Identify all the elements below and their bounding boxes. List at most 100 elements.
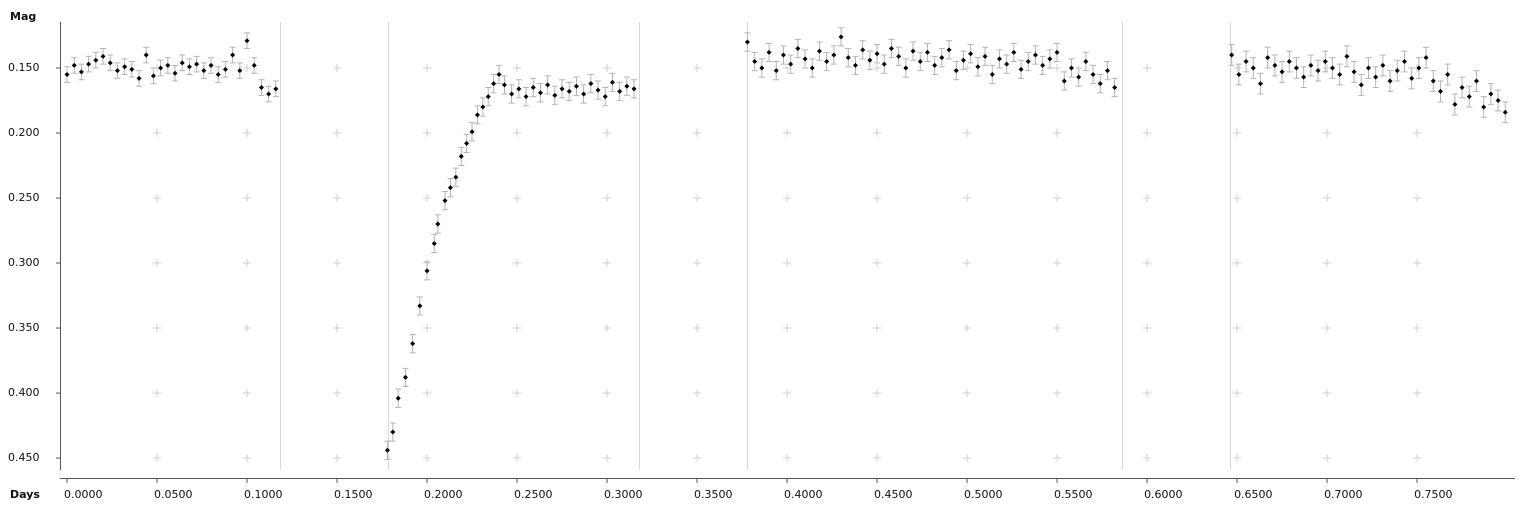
data-point (136, 75, 142, 81)
x-tick-label: 0.7500 (1414, 488, 1453, 501)
data-point (588, 81, 594, 87)
data-point (1272, 62, 1278, 68)
grid-cross (333, 389, 342, 398)
data-point (537, 90, 543, 96)
data-point (903, 65, 909, 71)
grid-cross (513, 259, 522, 268)
grid-cross (1323, 259, 1332, 268)
grid-cross (423, 64, 432, 73)
data-point (395, 395, 401, 401)
x-tick-label: 0.3500 (694, 488, 733, 501)
grid-cross (333, 64, 342, 73)
data-point (410, 341, 416, 347)
data-point (201, 68, 207, 74)
x-tick-label: 0.0500 (154, 488, 193, 501)
grid-cross (873, 454, 882, 463)
data-point (896, 53, 902, 59)
data-point (831, 52, 837, 58)
data-point (631, 86, 637, 92)
grid-cross (243, 129, 252, 138)
data-point (485, 94, 491, 100)
grid-cross (1323, 389, 1332, 398)
data-point (1373, 74, 1379, 80)
grid-cross (783, 324, 792, 333)
data-point (266, 91, 272, 97)
data-point (402, 374, 408, 380)
data-point (1025, 59, 1031, 65)
data-point (932, 62, 938, 68)
y-tick-label: 0.300 (8, 256, 40, 269)
data-point (1068, 65, 1074, 71)
grid-cross (873, 129, 882, 138)
grid-cross (873, 324, 882, 333)
data-point (867, 57, 873, 63)
data-point (1380, 62, 1386, 68)
grid-cross (963, 389, 972, 398)
data-point (251, 62, 257, 68)
data-point (1358, 82, 1364, 88)
data-point (424, 268, 430, 274)
x-tick-label: 0.4500 (874, 488, 913, 501)
data-point (802, 56, 808, 62)
grid-cross (423, 454, 432, 463)
data-point (1061, 78, 1067, 84)
grid-cross (423, 129, 432, 138)
data-point (1265, 55, 1271, 61)
grid-cross (873, 389, 882, 398)
data-point (114, 68, 120, 74)
data-point (215, 72, 221, 78)
grid-cross (783, 454, 792, 463)
data-point (975, 64, 981, 70)
data-point (1236, 72, 1242, 78)
data-point (86, 61, 92, 67)
x-tick-label: 0.7000 (1324, 488, 1363, 501)
grid-cross (1323, 454, 1332, 463)
data-point (809, 65, 815, 71)
data-point (1473, 78, 1479, 84)
grid-cross (873, 259, 882, 268)
y-tick-label: 0.450 (8, 451, 40, 464)
grid-cross (1233, 259, 1242, 268)
grid-cross (1143, 259, 1152, 268)
grid-cross (963, 129, 972, 138)
grid-cross (603, 389, 612, 398)
data-point (1308, 62, 1314, 68)
data-point (624, 83, 630, 89)
data-point (752, 59, 758, 65)
grid-cross (693, 64, 702, 73)
data-point (552, 92, 558, 98)
data-point (939, 55, 945, 61)
grid-cross (1413, 324, 1422, 333)
data-point (93, 57, 99, 63)
grid-cross (243, 454, 252, 463)
grid-cross (1413, 259, 1422, 268)
data-point (982, 53, 988, 59)
data-point (1502, 109, 1508, 115)
grid-cross (1233, 389, 1242, 398)
x-tick-label: 0.5000 (964, 488, 1003, 501)
data-point (874, 51, 880, 57)
grid-cross (1233, 64, 1242, 73)
data-point (960, 57, 966, 63)
data-point (924, 49, 930, 55)
data-point (464, 140, 470, 146)
grid-cross (1233, 194, 1242, 203)
data-point (237, 68, 243, 74)
data-point (852, 62, 858, 68)
data-point (129, 66, 135, 72)
data-point (1452, 101, 1458, 107)
data-point (1445, 72, 1451, 78)
grid-cross (513, 129, 522, 138)
grid-cross (693, 194, 702, 203)
data-point (1229, 52, 1235, 58)
grid-cross (153, 389, 162, 398)
grid-cross (513, 64, 522, 73)
data-point (453, 174, 459, 180)
grid-cross (873, 64, 882, 73)
grid-cross (1233, 454, 1242, 463)
grid-cross (1053, 194, 1062, 203)
grid-cross (153, 194, 162, 203)
grid-cross (603, 454, 612, 463)
grid-cross (693, 324, 702, 333)
y-tick-label: 0.250 (8, 191, 40, 204)
